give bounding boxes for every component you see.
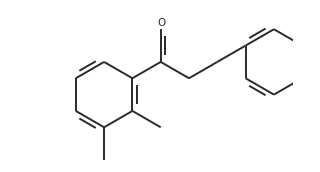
Text: O: O <box>157 18 165 28</box>
